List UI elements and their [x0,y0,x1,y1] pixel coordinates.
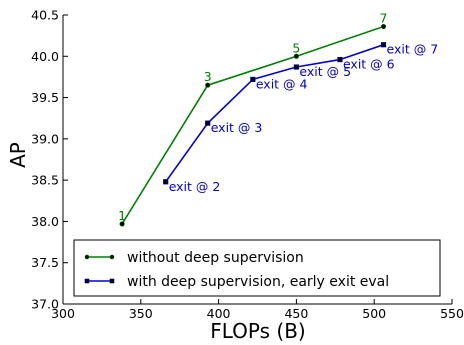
data-point [250,76,256,83]
data-point [293,53,300,59]
point-label: 1 [118,208,126,223]
data-point [205,82,211,88]
y-axis-title: AP [6,142,30,168]
data-point [205,120,211,126]
y-tick-label: 39.5 [31,90,59,105]
plot-axes: 300 350 400 450 500 550 37.0 37.5 38.0 38.5 39.0 39… [31,8,464,322]
data-point [380,42,387,48]
data-point [380,23,387,30]
point-label: 5 [292,40,300,55]
point-label: 3 [204,69,212,84]
data-point [337,56,343,63]
data-point [293,64,300,70]
point-label: exit @ 4 [256,76,308,91]
point-label: exit @ 3 [211,120,263,135]
x-tick-label: 550 [440,306,464,321]
x-tick-label: 300 [51,306,75,321]
legend-marker [109,254,115,260]
x-tick-label: 450 [284,306,308,321]
x-tick-label: 350 [129,306,153,321]
point-label: 7 [380,11,388,26]
y-tick-label: 38.0 [31,214,59,229]
legend: without deep supervision with deep superv… [73,239,441,297]
series-line-2 [165,43,384,183]
y-tick-label: 40.0 [31,49,59,64]
point-label: exit @ 7 [387,42,439,57]
data-point [119,221,125,227]
y-tick-label: 37.0 [31,297,59,312]
legend-label: with deep supervision, early exit eval [127,274,389,290]
series-line-1 [121,25,384,225]
legend-marker [84,254,90,260]
point-label: exit @ 6 [343,57,395,72]
legend-marker [109,278,115,284]
y-tick-label: 37.5 [31,255,59,270]
point-label: exit @ 2 [169,179,221,194]
x-tick-label: 400 [207,306,231,321]
data-point [163,179,169,185]
legend-marker [84,278,90,284]
x-tick-label: 500 [362,306,386,321]
y-tick-label: 39.0 [31,131,59,146]
x-axis-title: FLOPs (B) [210,319,306,343]
legend-label: without deep supervision [127,250,304,266]
y-tick-label: 38.5 [31,173,59,188]
legend-frame [73,239,441,297]
point-label: exit @ 5 [299,64,351,79]
y-tick-label: 40.5 [31,8,59,23]
